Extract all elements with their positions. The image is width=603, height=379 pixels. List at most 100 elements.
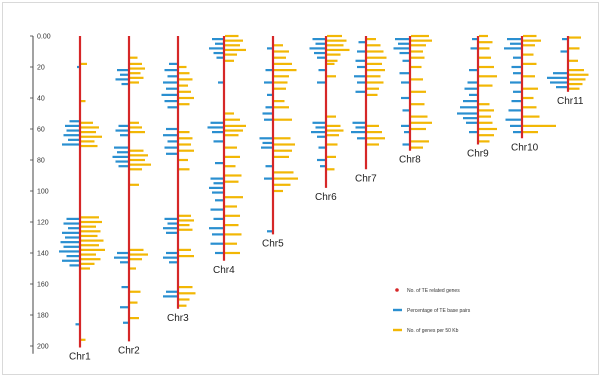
gene-density-bar bbox=[367, 81, 384, 84]
chromosome-label: Chr9 bbox=[467, 149, 489, 160]
te-bp-bar bbox=[513, 72, 522, 75]
chromosome-chr5: Chr5 bbox=[259, 36, 298, 249]
gene-density-bar bbox=[225, 39, 243, 42]
gene-density-bar bbox=[479, 56, 491, 59]
te-bp-bar bbox=[395, 38, 410, 41]
te-bp-bar bbox=[215, 199, 224, 202]
gene-density-bar bbox=[479, 127, 497, 131]
gene-density-bar bbox=[179, 84, 188, 87]
te-bp-bar bbox=[166, 87, 178, 90]
gene-density-bar bbox=[130, 183, 139, 186]
te-bp-bar bbox=[393, 47, 410, 50]
te-bp-bar bbox=[112, 155, 129, 158]
te-bp-bar bbox=[68, 227, 80, 230]
gene-density-bar bbox=[523, 34, 537, 38]
gene-density-bar bbox=[130, 248, 144, 251]
gene-density-bar bbox=[225, 59, 234, 62]
gene-density-bar bbox=[411, 140, 429, 143]
te-bp-bar bbox=[510, 42, 522, 45]
gene-density-bar bbox=[367, 69, 385, 72]
te-bp-bar bbox=[164, 146, 178, 149]
gene-density-bar bbox=[225, 34, 239, 38]
gene-density-bar bbox=[523, 87, 538, 90]
gene-density-bar bbox=[327, 62, 335, 65]
gene-density-bar bbox=[179, 72, 190, 75]
gene-density-bar bbox=[130, 258, 142, 261]
te-bp-bar bbox=[60, 241, 80, 244]
figure-frame: 0.00 20 40 60 80 100 120 140 160 180 200 Chr1 Chr2 C… bbox=[2, 2, 599, 375]
te-bp-bar bbox=[77, 65, 80, 69]
te-bp-bar bbox=[399, 51, 410, 55]
y-tick-label: 140 bbox=[37, 251, 49, 258]
gene-density-bar bbox=[569, 47, 580, 50]
gene-density-bar bbox=[81, 62, 87, 65]
te-bp-bar bbox=[401, 81, 410, 84]
te-bp-bar bbox=[123, 321, 129, 324]
chromosome-chr2: Chr2 bbox=[112, 36, 151, 356]
gene-density-bar bbox=[523, 44, 535, 47]
gene-density-bar bbox=[81, 338, 86, 341]
te-bp-bar bbox=[63, 134, 80, 137]
te-bp-bar bbox=[213, 51, 224, 55]
gene-density-bar bbox=[179, 96, 194, 100]
gene-density-bar bbox=[130, 67, 145, 70]
gene-density-bar bbox=[479, 41, 493, 44]
gene-density-bar bbox=[479, 121, 493, 124]
te-bp-bar bbox=[472, 38, 478, 41]
te-bp-bar bbox=[510, 81, 522, 84]
te-bp-bar bbox=[352, 121, 366, 124]
gene-density-bar bbox=[479, 134, 494, 137]
te-bp-bar bbox=[457, 112, 478, 115]
te-bp-bar bbox=[262, 141, 273, 145]
te-bp-bar bbox=[463, 117, 478, 120]
gene-density-bar bbox=[523, 96, 534, 100]
gene-density-bar bbox=[411, 103, 425, 106]
gene-density-bar bbox=[367, 124, 379, 127]
te-bp-bar bbox=[553, 72, 568, 75]
y-tick-label: 160 bbox=[37, 282, 49, 289]
gene-density-bar bbox=[367, 87, 379, 90]
gene-density-bar bbox=[179, 78, 193, 81]
te-bp-bar bbox=[210, 242, 224, 245]
te-bp-bar bbox=[209, 47, 224, 50]
te-bp-bar bbox=[402, 59, 410, 62]
te-bp-bar bbox=[262, 112, 273, 115]
gene-density-bar bbox=[274, 106, 289, 109]
te-bp-bar bbox=[264, 118, 273, 121]
gene-density-bar bbox=[179, 65, 187, 69]
chromosome-label: Chr11 bbox=[557, 96, 584, 107]
gene-density-bar bbox=[179, 168, 190, 171]
te-bp-bar bbox=[354, 75, 366, 78]
te-bp-bar bbox=[460, 106, 478, 109]
te-bp-bar bbox=[358, 41, 366, 44]
gene-density-bar bbox=[130, 126, 142, 129]
te-bp-bar bbox=[63, 245, 80, 248]
y-tick-label: 40 bbox=[37, 96, 45, 103]
legend-label-te_bp: Percentage of TE base pairs bbox=[407, 308, 471, 314]
te-bp-bar bbox=[261, 146, 273, 149]
te-bp-bar bbox=[469, 93, 478, 96]
chromosome-chr4: Chr4 bbox=[207, 34, 246, 276]
te-bp-bar bbox=[163, 134, 178, 137]
te-bp-bar bbox=[161, 93, 178, 96]
chromosome-tracks: Chr1 Chr2 Chr3 Chr4 Chr5 Chr6 Chr7 Chr8 Chr9 Chr1… bbox=[59, 34, 589, 363]
te-bp-bar bbox=[163, 227, 178, 230]
te-bp-bar bbox=[118, 165, 129, 168]
y-tick-label: 200 bbox=[37, 344, 49, 351]
te-bp-bar bbox=[355, 126, 366, 129]
gene-density-bar bbox=[81, 253, 96, 256]
gene-density-bar bbox=[225, 205, 237, 208]
te-bp-bar bbox=[317, 56, 326, 59]
y-tick-label: 20 bbox=[37, 65, 45, 72]
te-bp-bar bbox=[167, 222, 178, 225]
chromosome-label: Chr1 bbox=[69, 352, 91, 363]
te-bp-bar bbox=[62, 231, 80, 234]
gene-density-bar bbox=[179, 286, 193, 289]
chromosome-chr7: Chr7 bbox=[351, 36, 387, 184]
te-bp-bar bbox=[120, 134, 129, 137]
gene-density-bar bbox=[274, 171, 294, 174]
te-bp-bar bbox=[315, 126, 326, 129]
te-bp-bar bbox=[210, 121, 224, 124]
gene-density-bar bbox=[274, 155, 289, 158]
